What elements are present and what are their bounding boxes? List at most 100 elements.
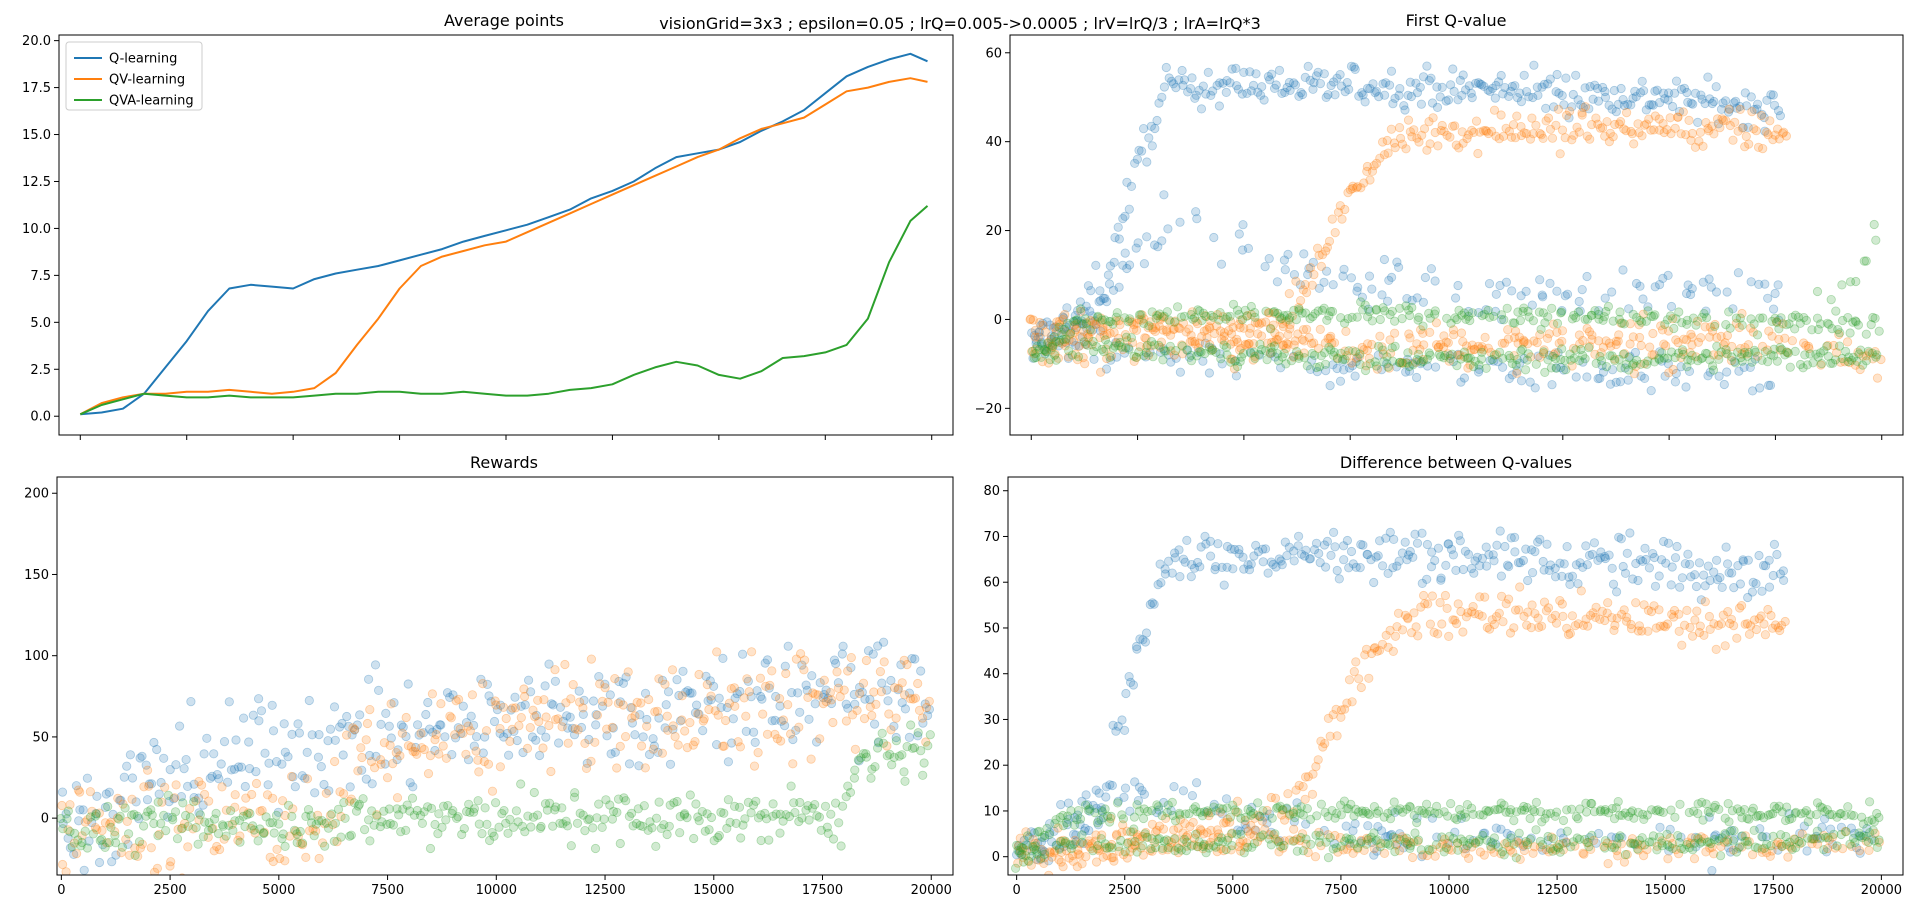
qv-learning-point [308,824,318,834]
qva-learning-point [1113,798,1123,808]
q-learning-point [1300,551,1310,561]
q-learning-point [1311,71,1322,81]
qv-learning-point [1868,354,1878,364]
qv-learning-point [1036,844,1046,855]
qva-learning-point [1507,358,1518,369]
qv-learning-point [1443,349,1453,359]
qva-learning-point [1697,312,1707,322]
qva-learning-point [639,801,649,811]
qv-learning-point [1070,324,1081,335]
qva-learning-point [1600,804,1610,815]
qva-learning-point [756,835,766,846]
qva-learning-point [1801,315,1812,325]
qv-learning-point [1175,814,1185,825]
q-learning-point [681,687,691,697]
q-learning-point [687,688,697,698]
qv-learning-point [1095,844,1105,854]
qva-learning-point [1395,834,1405,845]
q-learning-point [755,691,766,702]
qva-learning-point [1028,841,1038,851]
qv-learning-point [1189,840,1199,850]
qv-learning-point [586,654,597,664]
q-learning-point [1114,234,1124,244]
qv-learning-point [1512,837,1522,847]
qv-learning-point [1729,620,1739,631]
qva-learning-point [1054,337,1064,347]
qva-learning-point [535,823,545,833]
qv-learning-point [1325,731,1335,741]
q-learning-point [1107,780,1117,791]
q-learning-point [71,781,82,791]
q-learning-point [1319,540,1330,550]
qva-learning-point [1424,348,1434,358]
qv-learning-point [1562,110,1572,121]
qva-learning-point [1436,351,1446,362]
qva-learning-point [778,816,788,826]
qva-learning-point [1832,841,1842,851]
qva-learning-point [562,821,573,831]
q-learning-point [520,700,530,710]
q-learning-point [1164,73,1174,83]
qva-learning-point [1759,813,1769,823]
qva-learning-point [1487,354,1497,365]
qva-learning-point [1121,332,1132,342]
qv-learning-point [1240,815,1250,826]
qv-learning-point [170,793,180,803]
qva-learning-point [306,811,316,821]
qva-learning-point [1434,349,1444,359]
q-learning-point [582,758,592,768]
qva-learning-point [1106,317,1116,327]
q-learning-point [1096,805,1107,816]
q-learning-point [1022,840,1032,850]
q-learning-point [1051,840,1061,851]
qva-learning-point [1595,351,1605,362]
qv-learning-point [1316,261,1327,271]
q-learning-point [144,779,154,789]
qva-learning-point [1616,363,1626,373]
q-learning-point [1741,101,1752,111]
qv-learning-point [1053,353,1064,363]
qva-learning-point [1668,843,1678,854]
qva-learning-point [1624,352,1634,363]
qv-learning-point [1219,845,1229,856]
qv-learning-point [478,678,488,689]
qv-learning-point [1240,842,1250,852]
qv-learning-point [1204,840,1214,850]
qva-learning-point [1418,356,1428,366]
qv-learning-point [1545,124,1556,134]
qva-learning-point [580,825,590,836]
qva-learning-point [1321,837,1331,847]
qva-learning-point [1803,833,1813,843]
qva-learning-point [1072,315,1082,325]
qva-learning-point [1823,832,1833,843]
q-learning-point [1743,122,1753,132]
qv-learning-point [1340,346,1350,356]
qv-learning-point [1132,830,1142,840]
qva-learning-point [1369,828,1379,838]
q-learning-point [1686,98,1696,108]
qva-learning-point [384,804,394,814]
qv-learning-point [1616,318,1626,328]
q-learning-point [1504,561,1514,572]
qv-learning-point [1577,110,1587,120]
qva-learning-point [716,807,726,817]
qv-learning-point [1760,630,1771,640]
qva-learning-point [1327,805,1337,816]
qva-learning-point [1413,315,1423,325]
qva-learning-point [1061,817,1072,828]
q-learning-point [1183,345,1193,355]
qv-learning-point [1491,131,1501,141]
qva-learning-point [1811,349,1821,359]
qv-learning-point [1663,326,1674,336]
qva-learning-point [1482,835,1492,845]
qva-learning-point [919,758,929,768]
q-learning-point [621,672,631,682]
qv-learning-point [1218,312,1228,322]
q-learning-point [1746,277,1756,287]
qv-learning-point [1224,325,1234,336]
qv-learning-point [1336,705,1347,715]
qv-learning-point [110,827,120,837]
qv-learning-point [1816,360,1826,370]
qva-learning-point [422,802,433,812]
q-learning-point [396,720,406,730]
